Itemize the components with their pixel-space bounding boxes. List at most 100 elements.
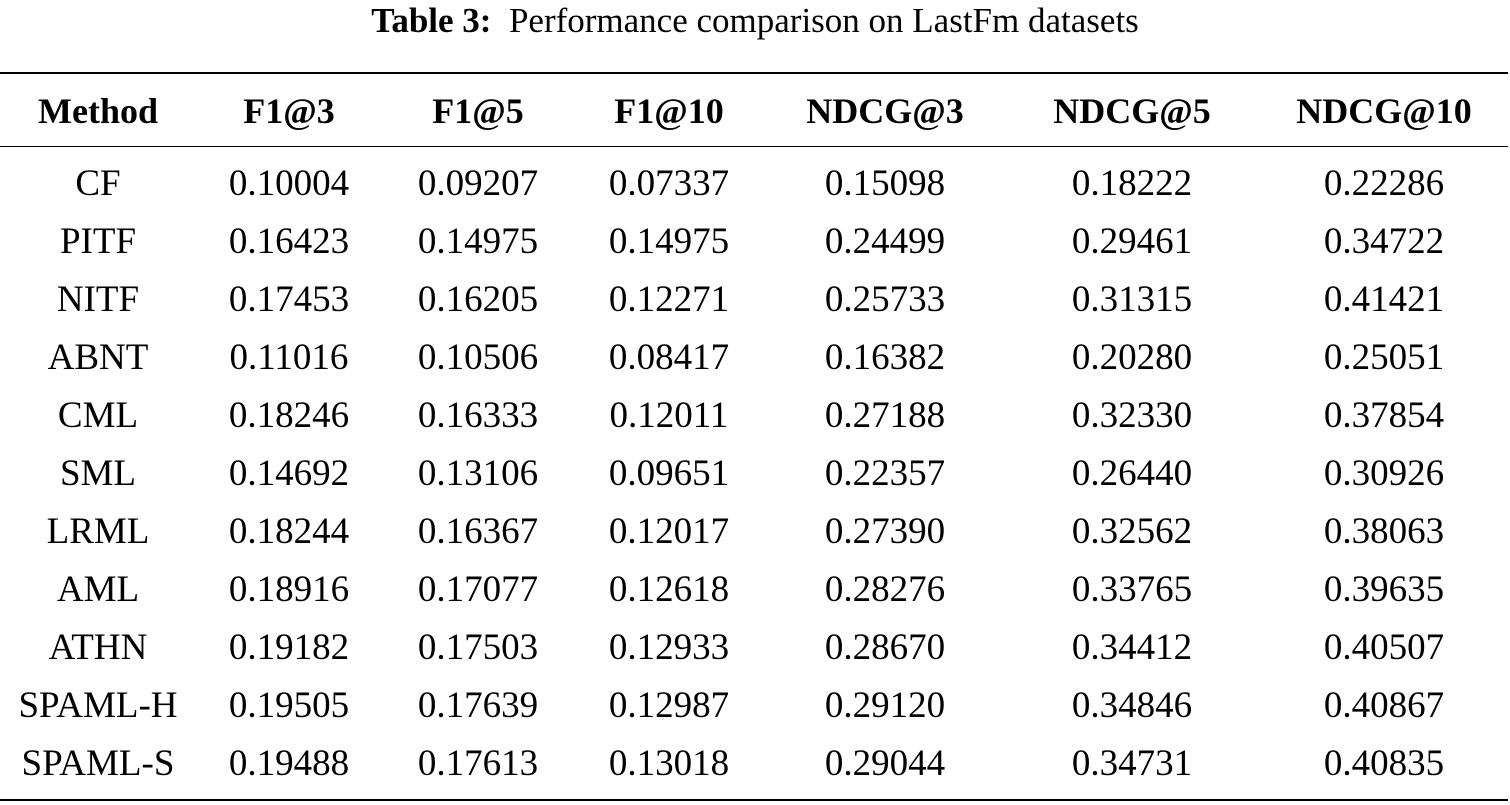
f1-at-10-cell: 0.12618 — [608, 568, 730, 610]
ndcg-at-3-cell: 0.27390 — [824, 510, 946, 552]
f1-at-5-cell: 0.17503 — [417, 626, 539, 668]
ndcg-at-5-cell: 0.18222 — [1071, 162, 1193, 204]
f1-at-10-cell: 0.08417 — [608, 336, 730, 378]
method-cell: LRML — [46, 510, 150, 552]
ndcg-at-10-cell: 0.40507 — [1323, 626, 1445, 668]
table-row: NITF 0.17453 0.16205 0.12271 0.25733 0.31315 0… — [0, 270, 1510, 328]
ndcg-at-3-cell: 0.29044 — [824, 742, 946, 784]
f1-at-10-cell: 0.12011 — [609, 394, 729, 436]
f1-at-3-cell: 0.16423 — [228, 220, 350, 262]
ndcg-at-10-cell: 0.40835 — [1323, 742, 1445, 784]
method-cell: ABNT — [47, 336, 149, 378]
ndcg-at-5-cell: 0.26440 — [1071, 452, 1193, 494]
table-row: PITF 0.16423 0.14975 0.14975 0.24499 0.29461 0… — [0, 212, 1510, 270]
table-row: LRML 0.18244 0.16367 0.12017 0.27390 0.32562 0… — [0, 502, 1510, 560]
f1-at-3-cell: 0.14692 — [228, 452, 350, 494]
f1-at-5-cell: 0.10506 — [417, 336, 539, 378]
ndcg-at-3-cell: 0.22357 — [824, 452, 946, 494]
f1-at-3-cell: 0.10004 — [228, 162, 350, 204]
ndcg-at-10-cell: 0.39635 — [1323, 568, 1445, 610]
column-header-ndcg-at-3: NDCG@3 — [806, 91, 964, 131]
table-row: ABNT 0.11016 0.10506 0.08417 0.16382 0.20280 0… — [0, 328, 1510, 386]
results-table: Method F1@3 F1@5 F1@10 NDCG@3 NDCG@5 NDC… — [0, 76, 1510, 792]
method-cell: SPAML-S — [21, 742, 175, 784]
ndcg-at-5-cell: 0.31315 — [1071, 278, 1193, 320]
caption-text: Performance comparison on LastFm dataset… — [508, 1, 1139, 40]
ndcg-at-5-cell: 0.32330 — [1071, 394, 1193, 436]
header-row: Method F1@3 F1@5 F1@10 NDCG@3 NDCG@5 NDC… — [0, 76, 1510, 146]
table-row: AML 0.18916 0.17077 0.12618 0.28276 0.33765 0.… — [0, 560, 1510, 618]
ndcg-at-3-cell: 0.15098 — [824, 162, 946, 204]
ndcg-at-5-cell: 0.32562 — [1071, 510, 1193, 552]
column-header-ndcg-at-10: NDCG@10 — [1296, 91, 1472, 131]
column-header-f1-at-5: F1@5 — [432, 91, 524, 131]
column-header-ndcg-at-5: NDCG@5 — [1053, 91, 1211, 131]
f1-at-3-cell: 0.18916 — [228, 568, 350, 610]
f1-at-3-cell: 0.19488 — [228, 742, 350, 784]
table-row: CML 0.18246 0.16333 0.12011 0.27188 0.32330 0.… — [0, 386, 1510, 444]
ndcg-at-3-cell: 0.25733 — [824, 278, 946, 320]
f1-at-3-cell: 0.19182 — [228, 626, 350, 668]
column-header-f1-at-10: F1@10 — [614, 91, 724, 131]
header-rule — [0, 146, 1508, 147]
method-cell: CML — [57, 394, 139, 436]
ndcg-at-10-cell: 0.37854 — [1323, 394, 1445, 436]
caption-label: Table 3: — [371, 1, 492, 40]
f1-at-5-cell: 0.16367 — [417, 510, 539, 552]
f1-at-5-cell: 0.17613 — [417, 742, 539, 784]
ndcg-at-3-cell: 0.24499 — [824, 220, 946, 262]
ndcg-at-5-cell: 0.20280 — [1071, 336, 1193, 378]
method-cell: AML — [56, 568, 140, 610]
bottom-rule — [0, 799, 1508, 801]
f1-at-5-cell: 0.17639 — [417, 684, 539, 726]
table-header: Method F1@3 F1@5 F1@10 NDCG@3 NDCG@5 NDC… — [0, 76, 1510, 146]
f1-at-3-cell: 0.17453 — [228, 278, 350, 320]
ndcg-at-10-cell: 0.25051 — [1323, 336, 1445, 378]
method-cell: SPAML-H — [18, 684, 178, 726]
ndcg-at-5-cell: 0.33765 — [1071, 568, 1193, 610]
f1-at-5-cell: 0.14975 — [417, 220, 539, 262]
table-row: SPAML-H 0.19505 0.17639 0.12987 0.29120 0.348… — [0, 676, 1510, 734]
table-row: ATHN 0.19182 0.17503 0.12933 0.28670 0.34412 0… — [0, 618, 1510, 676]
f1-at-10-cell: 0.12933 — [608, 626, 730, 668]
ndcg-at-10-cell: 0.22286 — [1323, 162, 1445, 204]
f1-at-10-cell: 0.14975 — [608, 220, 730, 262]
ndcg-at-3-cell: 0.16382 — [824, 336, 946, 378]
ndcg-at-5-cell: 0.34412 — [1071, 626, 1193, 668]
ndcg-at-3-cell: 0.28670 — [824, 626, 946, 668]
f1-at-10-cell: 0.12987 — [608, 684, 730, 726]
ndcg-at-5-cell: 0.34846 — [1071, 684, 1193, 726]
top-rule — [0, 72, 1508, 74]
table-row: CF 0.10004 0.09207 0.07337 0.15098 0.18222 0.2… — [0, 146, 1510, 212]
ndcg-at-3-cell: 0.27188 — [824, 394, 946, 436]
f1-at-3-cell: 0.18246 — [228, 394, 350, 436]
f1-at-10-cell: 0.07337 — [608, 162, 730, 204]
ndcg-at-10-cell: 0.34722 — [1323, 220, 1445, 262]
column-header-f1-at-3: F1@3 — [243, 91, 335, 131]
f1-at-5-cell: 0.09207 — [417, 162, 539, 204]
ndcg-at-3-cell: 0.29120 — [824, 684, 946, 726]
method-cell: SML — [59, 452, 137, 494]
method-cell: NITF — [56, 278, 140, 320]
method-cell: ATHN — [48, 626, 148, 668]
method-cell: CF — [75, 162, 121, 204]
ndcg-at-5-cell: 0.29461 — [1071, 220, 1193, 262]
method-cell: PITF — [59, 220, 137, 262]
f1-at-10-cell: 0.12017 — [608, 510, 730, 552]
f1-at-3-cell: 0.11016 — [229, 336, 349, 378]
f1-at-5-cell: 0.17077 — [417, 568, 539, 610]
column-header-method: Method — [38, 91, 158, 131]
table-body: CF 0.10004 0.09207 0.07337 0.15098 0.18222 0.2… — [0, 146, 1510, 792]
f1-at-3-cell: 0.18244 — [228, 510, 350, 552]
f1-at-10-cell: 0.12271 — [608, 278, 730, 320]
f1-at-5-cell: 0.16205 — [417, 278, 539, 320]
f1-at-3-cell: 0.19505 — [228, 684, 350, 726]
f1-at-10-cell: 0.13018 — [608, 742, 730, 784]
ndcg-at-10-cell: 0.41421 — [1323, 278, 1445, 320]
table-row: SPAML-S 0.19488 0.17613 0.13018 0.29044 0.347… — [0, 734, 1510, 792]
ndcg-at-3-cell: 0.28276 — [824, 568, 946, 610]
ndcg-at-10-cell: 0.40867 — [1323, 684, 1445, 726]
table-row: SML 0.14692 0.13106 0.09651 0.22357 0.26440 0.… — [0, 444, 1510, 502]
ndcg-at-5-cell: 0.34731 — [1071, 742, 1193, 784]
f1-at-10-cell: 0.09651 — [608, 452, 730, 494]
